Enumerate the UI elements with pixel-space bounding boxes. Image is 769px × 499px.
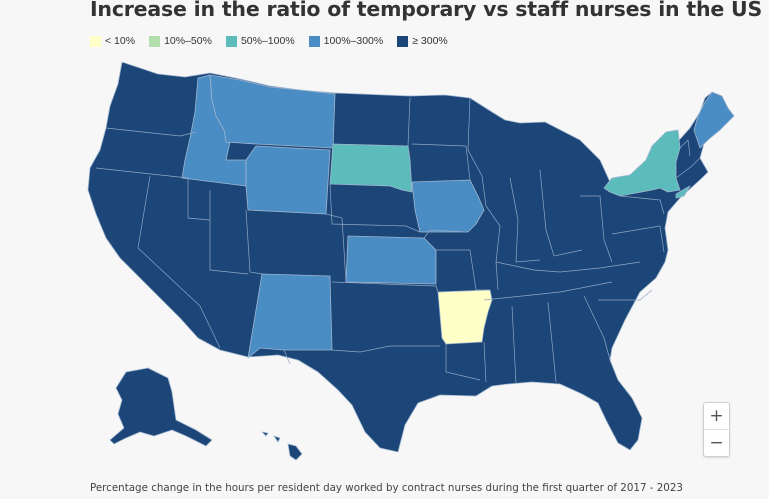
state-alaska[interactable] xyxy=(109,367,213,447)
state-borders xyxy=(95,97,701,385)
state-montana[interactable] xyxy=(209,74,336,149)
legend-label: ≥ 300% xyxy=(412,35,448,47)
legend-label: 50%–100% xyxy=(240,35,295,47)
state-arkansas[interactable] xyxy=(437,289,493,345)
legend-item-100-300[interactable]: 100%–300% xyxy=(308,35,384,47)
legend-item-ge300[interactable]: ≥ 300% xyxy=(397,35,448,47)
state-wyoming[interactable] xyxy=(245,145,331,215)
state-new-mexico[interactable] xyxy=(247,273,333,359)
state-new-york[interactable] xyxy=(603,129,691,199)
legend-label: 10%–50% xyxy=(164,35,212,47)
legend-swatch xyxy=(308,35,320,47)
caption: Percentage change in the hours per resid… xyxy=(90,482,683,494)
state-kansas[interactable] xyxy=(345,235,437,285)
legend-label: 100%–300% xyxy=(323,35,384,47)
zoom-in-button[interactable]: + xyxy=(704,403,729,430)
state-south-dakota[interactable] xyxy=(329,143,413,193)
state-iowa[interactable] xyxy=(411,179,485,233)
legend-label: < 10% xyxy=(105,35,136,47)
state-hawaii[interactable] xyxy=(261,431,303,461)
legend-swatch xyxy=(90,35,101,47)
legend-item-10-50[interactable]: 10%–50% xyxy=(149,35,212,47)
legend-item-lt10[interactable]: < 10% xyxy=(90,35,135,47)
zoom-out-button[interactable]: − xyxy=(709,433,724,453)
legend-swatch xyxy=(397,35,409,47)
legend-item-50-100[interactable]: 50%–100% xyxy=(225,35,295,47)
chart-title: Increase in the ratio of temporary vs st… xyxy=(90,0,763,21)
state-maine[interactable] xyxy=(693,91,735,149)
legend-swatch xyxy=(149,35,161,47)
legend-swatch xyxy=(225,35,237,47)
zoom-control: + − xyxy=(703,402,730,457)
legend: < 10% 10%–50% 50%–100% 100%–300% ≥ 300% xyxy=(90,35,462,47)
